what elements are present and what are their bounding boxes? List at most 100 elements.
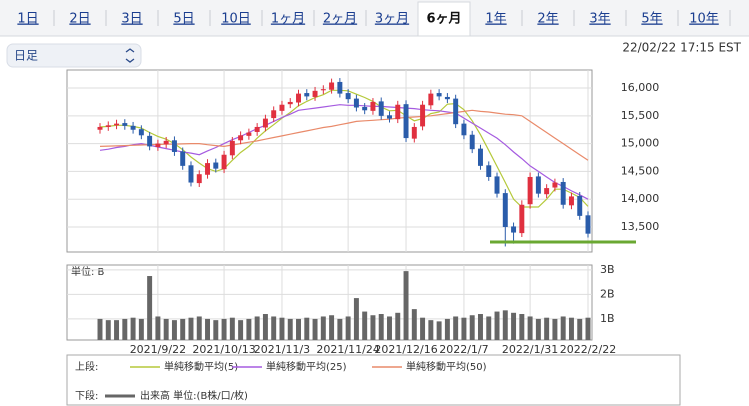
tab[interactable]: 5年: [641, 12, 662, 27]
tabs: 1日 2日 3日 5日 10日 1ヶ月 2ヶ月 3ヶ月 6ヶ月 1年 2年 3年 5年 10年: [17, 1, 731, 37]
volume-bar: [188, 317, 194, 340]
volume-bar: [477, 314, 483, 340]
volume-bar: [271, 316, 277, 340]
tab[interactable]: 3年: [589, 12, 610, 27]
candle-body: [271, 110, 277, 119]
tab[interactable]: 3ヶ月: [375, 12, 409, 27]
tab[interactable]: 10年: [689, 12, 719, 27]
volume-bar: [163, 318, 169, 340]
x-tick-label: 2021/12/16: [374, 343, 437, 356]
tab[interactable]: 1年: [485, 12, 506, 27]
volume-bar: [387, 316, 392, 340]
y-tick-label: 16,000: [621, 81, 660, 94]
candle-body: [469, 134, 475, 150]
candle-body: [213, 162, 219, 169]
volume-bar: [279, 317, 285, 340]
legend-top-label: 上段:: [75, 360, 98, 373]
tab[interactable]: 1ヶ月: [271, 12, 305, 27]
x-tick-label: 2021/9/22: [130, 343, 186, 356]
volume-bar: [97, 318, 103, 340]
volume-bar: [395, 312, 401, 340]
candle-body: [552, 182, 558, 188]
volume-bar: [403, 271, 409, 340]
legend-entry: 単純移動平均(50): [406, 360, 487, 373]
volume-bar: [320, 316, 326, 340]
candle-body: [180, 151, 186, 166]
legend-entry: 単純移動平均(25): [266, 360, 347, 373]
y-tick-label: 15,000: [621, 137, 660, 150]
tab[interactable]: 2ヶ月: [323, 12, 357, 27]
x-tick-label: 2022/2/22: [560, 343, 616, 356]
volume-bar: [370, 315, 376, 340]
candle-body: [229, 140, 235, 156]
ma-line: [99, 109, 589, 161]
volume-bar: [453, 316, 459, 340]
volume-bar: [420, 317, 426, 340]
volume-bar: [296, 318, 301, 340]
volume-unit: 単位: B: [71, 265, 105, 278]
volume-bar: [337, 318, 343, 340]
candle-body: [171, 140, 177, 152]
tab[interactable]: 3日: [121, 12, 142, 27]
candle-body: [262, 118, 268, 128]
candle-body: [196, 174, 202, 184]
volume-bar: [138, 318, 144, 340]
candle-body: [287, 101, 293, 105]
volume-bar: [196, 316, 202, 340]
timestamp: 22/02/22 17:15 EST: [622, 41, 741, 55]
y-tick-label: 1B: [600, 312, 615, 325]
volume-bar: [155, 316, 161, 340]
candle-body: [345, 93, 351, 100]
candle-body: [453, 98, 459, 125]
candle-body: [337, 81, 343, 94]
y-tick-label: 2B: [600, 287, 615, 300]
candle-body: [387, 115, 392, 119]
volume-bar: [362, 311, 368, 340]
volume-bar: [577, 318, 583, 340]
candle-body: [477, 148, 483, 166]
ma-line: [99, 89, 589, 208]
candle-body: [304, 93, 310, 97]
x-tick-label: 2021/10/13: [192, 343, 255, 356]
candle-body: [296, 93, 301, 103]
candle-body: [155, 143, 161, 147]
legend-bottom-label: 下段:: [75, 389, 98, 402]
candle-body: [486, 165, 492, 177]
candle-body: [577, 195, 583, 216]
y-tick-label: 14,500: [621, 164, 660, 177]
selector-chevron: [125, 48, 135, 63]
candle-body: [436, 93, 442, 97]
tab[interactable]: 2年: [537, 12, 558, 27]
volume-bar: [486, 316, 492, 340]
volume-bar: [560, 316, 566, 340]
volume-bar: [378, 314, 384, 340]
candle-body: [461, 123, 467, 136]
volume-bar: [428, 320, 434, 340]
candle-body: [428, 93, 434, 106]
volume-bar: [329, 315, 335, 340]
candle-body: [353, 98, 359, 108]
x-tick-label: 2021/11/24: [316, 343, 379, 356]
candle-body: [246, 132, 252, 136]
tab[interactable]: 5日: [173, 12, 194, 27]
volume-bar: [519, 314, 525, 340]
volume-bar: [469, 315, 475, 340]
volume-bar: [221, 318, 227, 340]
volume-bar: [246, 318, 252, 340]
y-tick-label: 13,500: [621, 220, 660, 233]
volume-bar: [568, 317, 574, 340]
volume-bar: [527, 316, 533, 340]
tab[interactable]: 10日: [221, 12, 251, 27]
candle-body: [312, 90, 318, 97]
volume-bar: [585, 317, 591, 340]
candle-body: [97, 126, 103, 130]
tab[interactable]: 6ヶ月: [426, 12, 461, 27]
tab[interactable]: 2日: [69, 12, 90, 27]
legend-box: [66, 354, 681, 406]
selector[interactable]: [6, 43, 142, 68]
tab-selected-bg: [417, 1, 471, 37]
tab-bar: [0, 0, 749, 36]
selector-label[interactable]: 日足: [14, 49, 38, 63]
tab[interactable]: 1日: [17, 12, 38, 27]
candle-body: [494, 176, 500, 194]
